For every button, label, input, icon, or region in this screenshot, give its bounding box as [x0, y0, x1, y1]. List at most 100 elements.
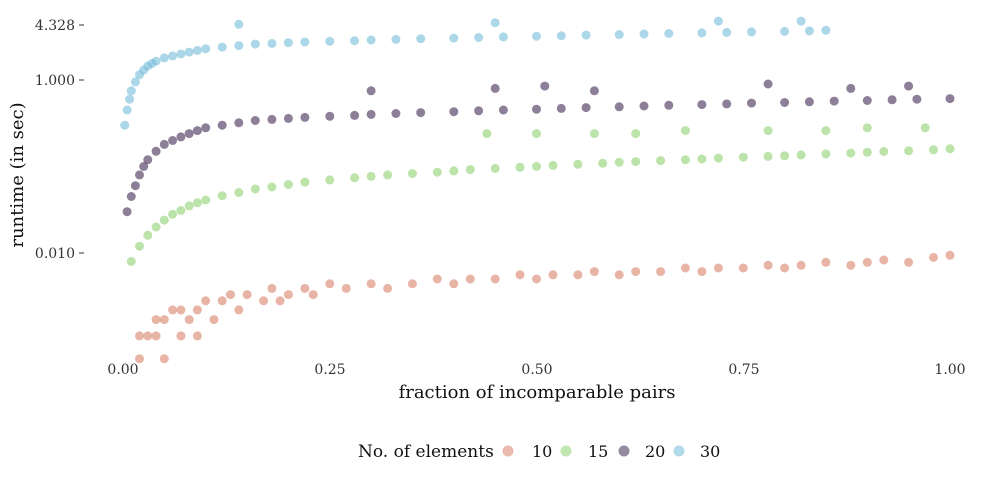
- data-point-20: [416, 108, 426, 118]
- data-point-10: [904, 257, 914, 267]
- data-point-15: [738, 152, 748, 162]
- data-point-30: [283, 38, 293, 48]
- data-point-30: [250, 39, 260, 49]
- data-point-10: [184, 315, 194, 325]
- data-point-20: [130, 181, 140, 191]
- x-tick-label: 0.25: [314, 362, 345, 378]
- data-point-20: [763, 79, 773, 89]
- data-point-10: [226, 290, 235, 300]
- data-point-20: [639, 101, 649, 111]
- data-point-30: [614, 30, 624, 40]
- data-point-15: [366, 171, 376, 181]
- data-point-15: [631, 129, 641, 139]
- data-point-10: [631, 267, 641, 277]
- data-point-20: [556, 103, 566, 113]
- data-point-10: [176, 331, 186, 341]
- data-point-15: [176, 206, 186, 215]
- data-point-15: [573, 159, 583, 169]
- data-point-20: [532, 104, 541, 114]
- data-point-10: [763, 260, 773, 270]
- data-point-15: [350, 173, 360, 183]
- data-point-30: [449, 33, 459, 43]
- data-point-30: [796, 16, 806, 26]
- data-point-20: [176, 132, 186, 142]
- data-point-15: [217, 191, 227, 201]
- data-point-20: [250, 116, 260, 125]
- data-point-30: [300, 37, 310, 47]
- data-point-20: [887, 95, 897, 105]
- data-point-20: [168, 136, 178, 145]
- data-point-10: [515, 270, 525, 280]
- data-point-15: [135, 241, 144, 251]
- data-point-15: [614, 157, 624, 167]
- data-point-20: [614, 102, 624, 112]
- data-point-30: [130, 77, 140, 87]
- data-point-15: [126, 256, 136, 266]
- data-point-15: [267, 182, 277, 192]
- data-point-15: [879, 147, 889, 156]
- data-point-15: [763, 151, 773, 161]
- data-point-20: [126, 192, 136, 201]
- data-point-15: [796, 150, 806, 160]
- data-point-10: [217, 296, 227, 306]
- data-point-15: [201, 195, 211, 205]
- data-point-10: [300, 283, 310, 293]
- data-point-10: [432, 274, 442, 284]
- data-point-15: [143, 230, 153, 240]
- data-point-30: [556, 31, 566, 41]
- data-point-10: [135, 331, 144, 341]
- data-point-20: [159, 139, 169, 149]
- data-point-10: [465, 274, 475, 284]
- data-point-10: [713, 263, 723, 273]
- data-point-20: [366, 86, 376, 96]
- legend-key-15: [560, 445, 572, 457]
- data-point-15: [532, 162, 541, 171]
- x-tick-label: 0.50: [521, 362, 552, 378]
- data-point-20: [300, 112, 310, 122]
- data-point-15: [407, 169, 417, 178]
- data-point-30: [151, 56, 161, 66]
- data-point-15: [680, 155, 690, 165]
- data-point-10: [796, 260, 806, 270]
- data-point-20: [804, 97, 814, 107]
- data-point-10: [341, 283, 351, 293]
- legend-label-30: 30: [700, 442, 720, 461]
- data-point-30: [122, 105, 132, 115]
- data-point-20: [366, 109, 376, 119]
- data-point-15: [383, 170, 393, 180]
- data-point-20: [912, 94, 922, 104]
- data-point-30: [532, 31, 541, 41]
- legend-title: No. of elements: [358, 442, 494, 462]
- data-point-15: [192, 198, 202, 208]
- data-point-20: [829, 96, 839, 106]
- data-point-10: [680, 263, 690, 273]
- data-point-10: [697, 267, 707, 277]
- data-point-30: [234, 19, 244, 29]
- data-point-20: [722, 99, 732, 109]
- data-point-10: [275, 296, 285, 306]
- data-point-10: [573, 270, 583, 280]
- data-point-15: [846, 148, 856, 158]
- data-point-10: [821, 257, 831, 267]
- data-point-30: [159, 53, 169, 63]
- data-point-20: [846, 83, 856, 93]
- data-point-20: [862, 96, 872, 105]
- x-tick-label: 0.75: [728, 362, 759, 378]
- data-point-20: [217, 120, 227, 130]
- data-point-15: [680, 126, 690, 136]
- data-point-10: [308, 290, 318, 300]
- data-point-30: [267, 38, 277, 48]
- data-point-10: [929, 252, 938, 262]
- y-axis-title: runtime (in sec): [7, 102, 28, 247]
- data-point-30: [498, 32, 508, 42]
- data-point-20: [184, 129, 194, 139]
- data-point-20: [135, 170, 144, 180]
- data-point-15: [490, 163, 500, 173]
- data-point-15: [763, 126, 773, 136]
- data-point-20: [143, 155, 153, 165]
- data-point-10: [656, 267, 666, 277]
- data-point-10: [589, 267, 599, 277]
- data-point-15: [697, 154, 707, 164]
- data-point-10: [135, 354, 144, 364]
- data-point-20: [139, 162, 149, 171]
